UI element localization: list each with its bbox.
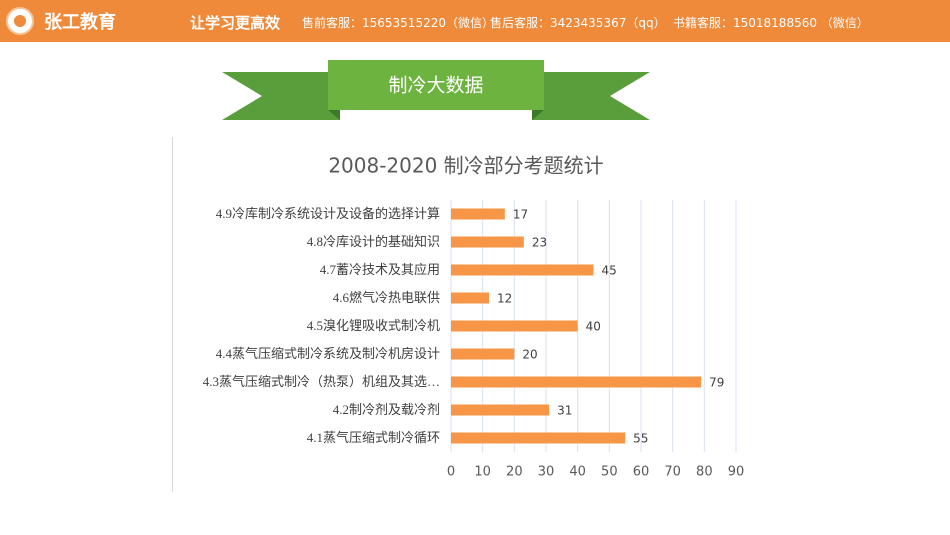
data-label: 20: [522, 348, 537, 362]
bar: [451, 208, 505, 220]
data-label: 40: [586, 320, 601, 334]
bar: [451, 432, 626, 444]
chart-title: 2008-2020 制冷部分考题统计: [328, 154, 603, 178]
y-tick-label: 4.8冷库设计的基础知识: [307, 234, 440, 249]
bar: [451, 292, 489, 304]
logo-icon: [6, 7, 34, 35]
contact: 书籍客服：15018188560 （微信）: [673, 16, 869, 30]
bar: [451, 320, 578, 332]
y-tick-label: 4.2制冷剂及载冷剂: [333, 402, 440, 417]
x-tick-label: 30: [538, 465, 555, 480]
x-tick-label: 80: [696, 465, 713, 480]
y-tick-label: 4.4蒸气压缩式制冷系统及制冷机房设计: [216, 346, 440, 361]
y-tick-label: 4.7蓄冷技术及其应用: [320, 262, 440, 277]
x-tick-label: 90: [728, 465, 745, 480]
data-label: 45: [602, 264, 617, 278]
header-bar: 张工教育 让学习更高效 售前客服：15653515220（微信） 售后客服：34…: [0, 0, 950, 42]
slogan: 让学习更高效: [190, 14, 281, 32]
data-label: 23: [532, 236, 547, 250]
x-tick-label: 60: [633, 465, 650, 480]
x-tick-label: 70: [664, 465, 681, 480]
x-tick-label: 0: [447, 465, 455, 480]
x-tick-label: 40: [569, 465, 586, 480]
banner: 制冷大数据: [222, 60, 650, 120]
bar: [451, 264, 594, 276]
contact: 售前客服：15653515220（微信）: [302, 16, 494, 30]
data-label: 31: [557, 404, 572, 418]
x-tick-label: 20: [506, 465, 523, 480]
y-tick-label: 4.5溴化锂吸收式制冷机: [307, 318, 440, 333]
data-label: 17: [513, 208, 528, 222]
data-label: 12: [497, 292, 512, 306]
bar: [451, 404, 550, 416]
bar: [451, 348, 515, 360]
y-tick-label: 4.3蒸气压缩式制冷（热泵）机组及其选…: [203, 374, 440, 389]
y-tick-label: 4.6燃气冷热电联供: [333, 290, 440, 305]
bar: [451, 376, 702, 388]
data-label: 79: [709, 376, 724, 390]
x-tick-label: 50: [601, 465, 618, 480]
bar: [451, 236, 524, 248]
banner-title: 制冷大数据: [388, 75, 483, 97]
x-tick-label: 10: [474, 465, 491, 480]
contact: 售后客服：3423435367（qq）: [490, 16, 666, 30]
logo-text: 张工教育: [44, 12, 116, 33]
y-tick-label: 4.9冷库制冷系统设计及设备的选择计算: [216, 206, 440, 221]
y-tick-label: 4.1蒸气压缩式制冷循环: [307, 430, 440, 445]
data-label: 55: [633, 432, 648, 446]
